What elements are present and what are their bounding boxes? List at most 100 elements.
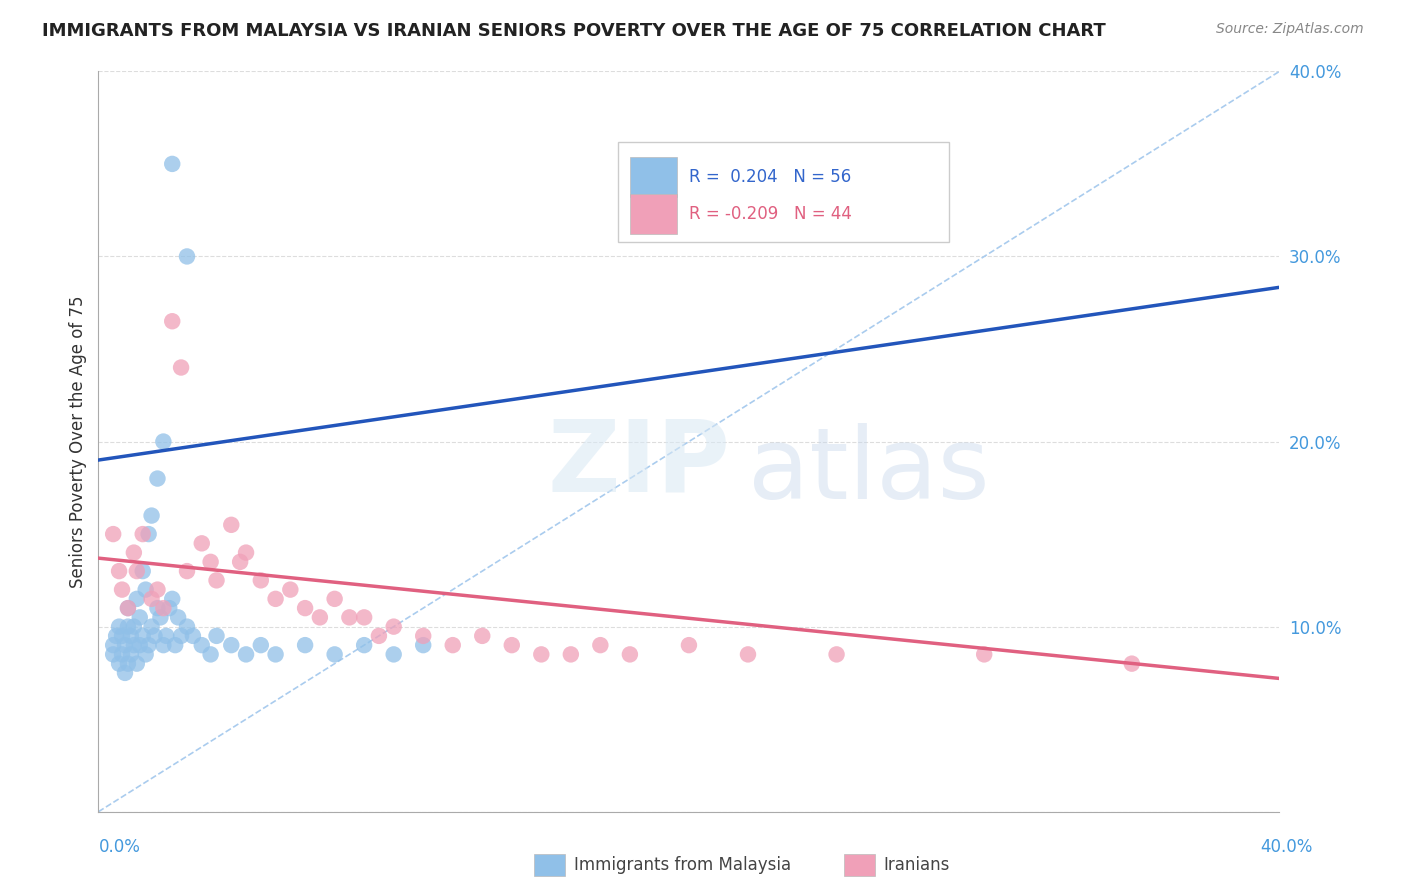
Point	[162, 157, 183, 171]
Point	[103, 648, 125, 662]
Point	[162, 591, 183, 606]
Point	[176, 250, 198, 264]
Point	[294, 638, 316, 652]
Point	[135, 582, 157, 597]
Point	[143, 629, 166, 643]
Point	[132, 564, 155, 578]
Point	[125, 564, 148, 578]
Point	[181, 629, 204, 643]
Point	[117, 619, 139, 633]
Text: atlas: atlas	[748, 423, 990, 520]
Point	[191, 638, 214, 652]
Point	[353, 610, 375, 624]
Text: R =  0.204   N = 56: R = 0.204 N = 56	[689, 168, 851, 186]
Point	[141, 591, 163, 606]
Point	[1121, 657, 1143, 671]
Point	[146, 582, 169, 597]
Point	[221, 517, 243, 532]
Point	[441, 638, 464, 652]
Point	[125, 657, 148, 671]
Point	[294, 601, 316, 615]
Point	[117, 657, 139, 671]
Point	[141, 619, 163, 633]
Text: R = -0.209   N = 44: R = -0.209 N = 44	[689, 205, 852, 223]
Point	[205, 574, 228, 588]
Text: ZIP: ZIP	[547, 416, 730, 512]
Point	[191, 536, 214, 550]
Point	[120, 629, 142, 643]
Point	[382, 648, 405, 662]
Point	[170, 629, 193, 643]
Point	[162, 314, 183, 328]
Point	[471, 629, 494, 643]
Point	[105, 629, 128, 643]
Point	[103, 638, 125, 652]
Point	[250, 574, 273, 588]
Point	[560, 648, 582, 662]
Point	[146, 472, 169, 486]
Point	[108, 657, 131, 671]
FancyBboxPatch shape	[630, 194, 678, 235]
Point	[114, 638, 136, 652]
Point	[309, 610, 332, 624]
Point	[200, 555, 222, 569]
Point	[122, 638, 145, 652]
Text: 0.0%: 0.0%	[98, 838, 141, 855]
Point	[149, 610, 172, 624]
Point	[170, 360, 193, 375]
Point	[108, 564, 131, 578]
Point	[368, 629, 391, 643]
Point	[165, 638, 187, 652]
Point	[138, 638, 160, 652]
Point	[264, 591, 287, 606]
Text: 40.0%: 40.0%	[1260, 838, 1313, 855]
Point	[323, 591, 346, 606]
Point	[128, 638, 150, 652]
Text: Iranians: Iranians	[883, 856, 949, 874]
Point	[152, 434, 174, 449]
Point	[619, 648, 641, 662]
Point	[132, 527, 155, 541]
Point	[114, 665, 136, 680]
Point	[138, 527, 160, 541]
Point	[250, 638, 273, 652]
Point	[122, 545, 145, 560]
Point	[117, 601, 139, 615]
Point	[152, 638, 174, 652]
Point	[132, 629, 155, 643]
Point	[339, 610, 361, 624]
Point	[589, 638, 612, 652]
Point	[152, 601, 174, 615]
Point	[128, 610, 150, 624]
Point	[382, 619, 405, 633]
Point	[135, 648, 157, 662]
Text: IMMIGRANTS FROM MALAYSIA VS IRANIAN SENIORS POVERTY OVER THE AGE OF 75 CORRELATI: IMMIGRANTS FROM MALAYSIA VS IRANIAN SENI…	[42, 22, 1107, 40]
Point	[155, 629, 177, 643]
Text: Source: ZipAtlas.com: Source: ZipAtlas.com	[1216, 22, 1364, 37]
Point	[235, 545, 257, 560]
Point	[111, 648, 134, 662]
Point	[111, 629, 134, 643]
Point	[117, 601, 139, 615]
Point	[103, 527, 125, 541]
Point	[678, 638, 700, 652]
Point	[120, 648, 142, 662]
Point	[157, 601, 180, 615]
Point	[229, 555, 252, 569]
Point	[264, 648, 287, 662]
Point	[501, 638, 523, 652]
Point	[323, 648, 346, 662]
Point	[122, 619, 145, 633]
Point	[108, 619, 131, 633]
Point	[973, 648, 995, 662]
Point	[530, 648, 553, 662]
Point	[412, 629, 434, 643]
Point	[167, 610, 190, 624]
Point	[125, 591, 148, 606]
Point	[146, 601, 169, 615]
FancyBboxPatch shape	[619, 142, 949, 242]
Point	[176, 564, 198, 578]
Point	[200, 648, 222, 662]
FancyBboxPatch shape	[630, 156, 678, 197]
Point	[235, 648, 257, 662]
